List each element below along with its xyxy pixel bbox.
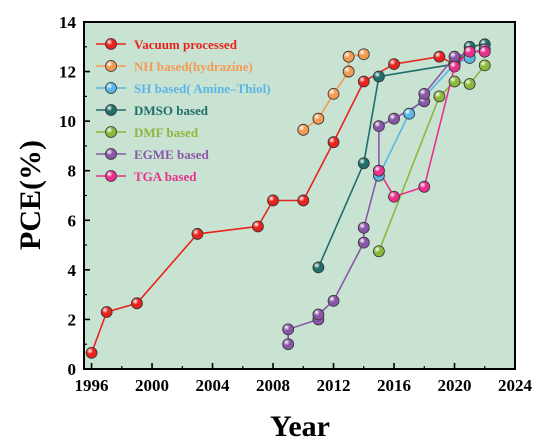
data-point-series-4 <box>357 157 370 170</box>
legend-marker <box>105 170 117 182</box>
data-point-series-6 <box>448 50 461 63</box>
data-point-series-1 <box>85 346 98 359</box>
data-point-series-1 <box>191 228 204 240</box>
data-point-series-6 <box>357 236 370 249</box>
plot-layer <box>85 38 491 359</box>
data-point-series-1 <box>267 194 279 207</box>
data-point-series-6 <box>312 308 325 321</box>
y-tick-label: 0 <box>68 360 77 379</box>
data-point-series-7 <box>463 45 476 58</box>
x-tick-label: 2000 <box>135 376 169 395</box>
data-point-series-4 <box>312 261 325 274</box>
axes-layer: 1996 2000 2004 2008 2012 2016 2020 2024 0 2 4 6 8 10 1… <box>59 13 533 395</box>
plot-area <box>84 22 515 369</box>
data-point-series-5 <box>463 78 476 90</box>
data-point-series-5 <box>433 90 446 103</box>
y-tick-label: 8 <box>68 162 77 181</box>
series-line-3 <box>378 57 470 177</box>
data-point-series-1 <box>100 306 113 318</box>
data-point-series-7 <box>448 60 461 73</box>
data-point-series-2 <box>312 112 325 125</box>
data-point-series-6 <box>372 120 385 132</box>
data-point-series-1 <box>388 58 400 71</box>
legend-label: NH based(hydrazine) <box>134 59 253 74</box>
x-tick-label: 2024 <box>498 376 533 395</box>
data-point-series-1 <box>433 50 446 63</box>
data-point-series-6 <box>357 221 370 234</box>
legend-marker <box>105 104 117 116</box>
data-point-series-2 <box>327 87 340 100</box>
legend-label: TGA based <box>134 169 197 184</box>
data-point-series-4 <box>372 70 385 83</box>
legend-label: DMF based <box>134 125 199 140</box>
data-point-series-6 <box>282 323 295 336</box>
x-tick-label: 2020 <box>438 376 472 395</box>
data-point-series-1 <box>252 220 264 233</box>
data-point-series-6 <box>418 87 431 100</box>
data-point-series-5 <box>478 59 491 72</box>
legend-marker <box>105 38 117 50</box>
legend-marker <box>105 82 117 94</box>
legend-label: DMSO based <box>134 103 209 118</box>
y-tick-label: 4 <box>68 261 77 280</box>
legend: Vacuum processed NH based(hydrazine) SH ba… <box>96 37 271 184</box>
data-point-series-7 <box>478 45 491 58</box>
data-point-series-1 <box>357 75 370 88</box>
y-tick-label: 10 <box>59 112 76 131</box>
data-point-series-6 <box>282 338 295 351</box>
legend-marker <box>105 60 117 72</box>
legend-marker <box>105 126 117 138</box>
data-point-series-7 <box>372 164 385 177</box>
y-tick-label: 6 <box>68 211 77 230</box>
x-tick-label: 2016 <box>377 376 411 395</box>
x-tick-label: 1996 <box>75 376 109 395</box>
data-point-series-7 <box>418 180 431 193</box>
data-point-series-5 <box>372 245 385 258</box>
x-tick-label: 2004 <box>196 376 231 395</box>
data-point-series-6 <box>388 112 400 125</box>
y-tick-label: 2 <box>68 310 77 329</box>
data-point-series-6 <box>327 294 340 307</box>
legend-label: Vacuum processed <box>134 37 238 52</box>
y-tick-label: 12 <box>59 63 76 82</box>
data-point-series-2 <box>357 48 370 61</box>
x-tick-label: 2008 <box>256 376 290 395</box>
data-point-series-2 <box>342 65 355 78</box>
y-tick-label: 14 <box>59 13 77 32</box>
data-point-series-2 <box>342 50 355 63</box>
legend-label: EGME based <box>134 147 210 162</box>
data-point-series-1 <box>131 297 143 310</box>
y-axis-title: PCE(%) <box>14 140 47 250</box>
data-point-series-2 <box>297 123 310 136</box>
legend-marker <box>105 148 117 160</box>
data-point-series-7 <box>388 190 400 203</box>
x-axis-title: Year <box>270 410 330 442</box>
legend-label: SH based( Amine–Thiol) <box>134 81 271 96</box>
data-point-series-1 <box>327 136 340 149</box>
data-point-series-1 <box>297 194 310 207</box>
x-tick-label: 2012 <box>317 376 351 395</box>
data-point-series-3 <box>403 107 416 120</box>
data-point-series-5 <box>448 75 461 88</box>
